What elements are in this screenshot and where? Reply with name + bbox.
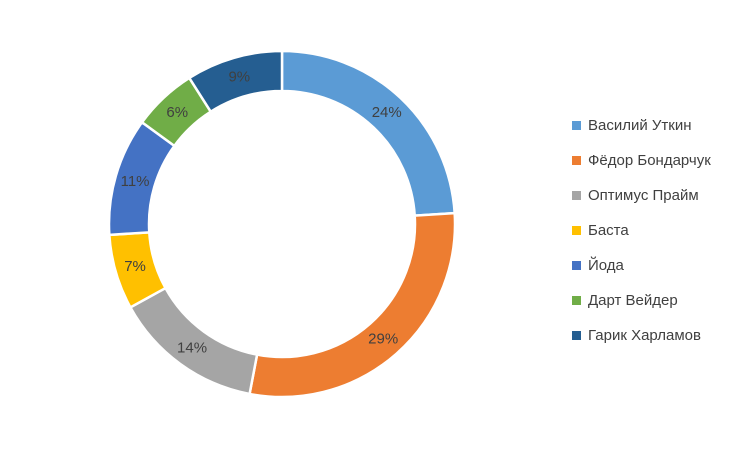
legend-swatch [572, 121, 581, 130]
slices-group [107, 49, 457, 399]
legend-swatch [572, 296, 581, 305]
legend-item: Василий Уткин [572, 108, 711, 143]
legend-item: Дарт Вейдер [572, 283, 711, 318]
slice-1 [280, 49, 456, 217]
slice-label-3: 14% [177, 339, 207, 356]
slice-2 [248, 211, 457, 399]
slice-labels-group: 24% 29% 14% 7% 11% 6% 9% [121, 69, 402, 357]
legend-swatch [572, 191, 581, 200]
legend-item: Фёдор Бондарчук [572, 143, 711, 178]
legend-swatch [572, 226, 581, 235]
legend-item: Йода [572, 248, 711, 283]
slice-label-4: 7% [124, 258, 146, 275]
legend-label: Фёдор Бондарчук [588, 152, 711, 169]
legend-item: Гарик Харламов [572, 318, 711, 353]
legend-label: Дарт Вейдер [588, 292, 678, 309]
legend-label: Баста [588, 222, 629, 239]
legend-label: Гарик Харламов [588, 327, 701, 344]
slice-label-6: 6% [166, 104, 188, 121]
legend-swatch [572, 156, 581, 165]
legend: Василий Уткин Фёдор Бондарчук Оптимус Прай… [572, 108, 711, 353]
legend-swatch [572, 261, 581, 270]
slice-label-5: 11% [121, 173, 150, 190]
legend-swatch [572, 331, 581, 340]
slice-label-1: 24% [372, 104, 402, 121]
legend-label: Йода [588, 257, 624, 274]
slice-label-7: 9% [228, 69, 250, 86]
legend-label: Оптимус Прайм [588, 187, 699, 204]
legend-item: Баста [572, 213, 711, 248]
slice-label-2: 29% [368, 330, 398, 347]
legend-label: Василий Уткин [588, 117, 692, 134]
slice-7 [187, 49, 284, 114]
legend-item: Оптимус Прайм [572, 178, 711, 213]
